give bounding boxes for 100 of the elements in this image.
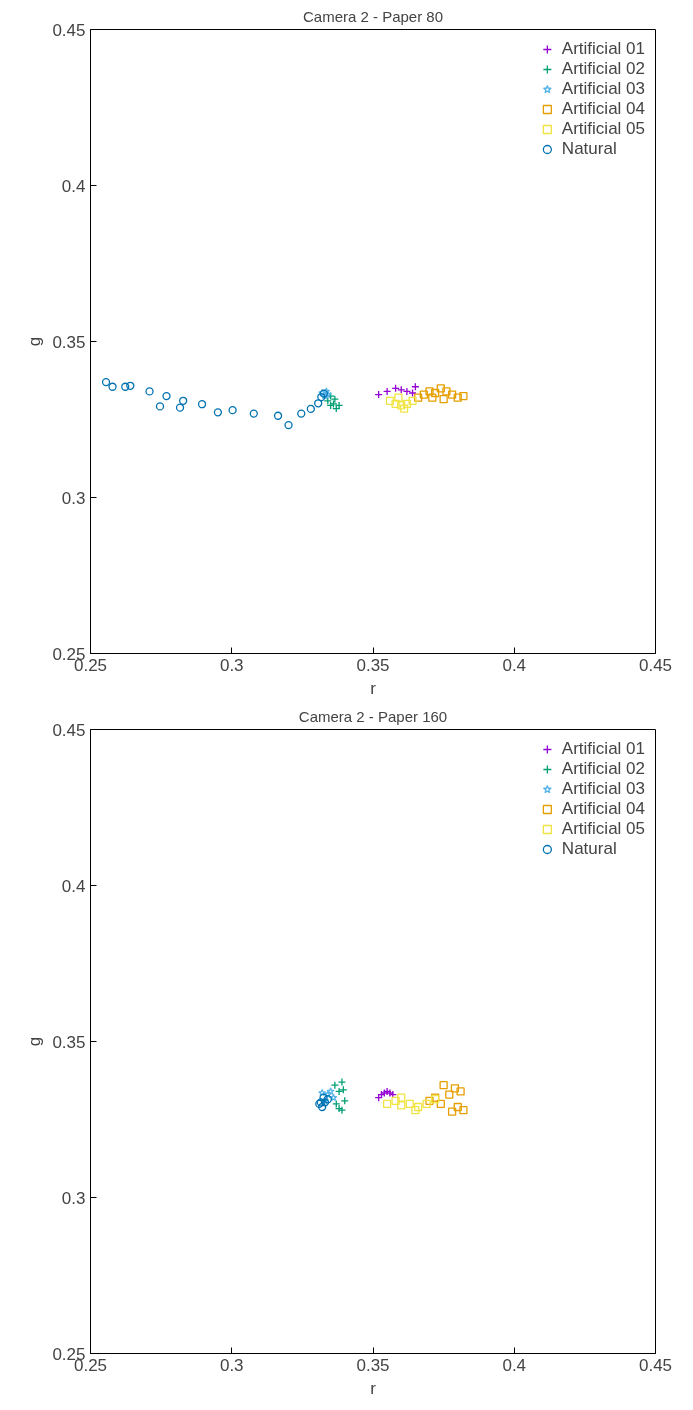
point [436, 1099, 445, 1109]
x-tick-label: 0.3 [219, 655, 244, 675]
point [197, 400, 207, 409]
legend-label: Artificial 05 [561, 119, 645, 139]
legend-label: Artificial 03 [561, 79, 645, 99]
point [414, 1102, 423, 1112]
point [428, 393, 437, 402]
point [145, 387, 154, 396]
point [397, 1101, 406, 1110]
point [411, 1105, 420, 1115]
point [101, 377, 111, 387]
point [405, 1099, 414, 1109]
point [337, 1077, 347, 1087]
point [419, 390, 428, 399]
point [447, 1107, 457, 1116]
point [317, 392, 326, 402]
point [382, 1099, 392, 1109]
legend-label: Natural [561, 839, 617, 859]
y-tick-label: 0.45 [52, 20, 86, 40]
y-tick-label: 0.4 [61, 176, 86, 196]
point [382, 387, 392, 396]
y-axis-title: g [25, 1036, 45, 1047]
point [213, 408, 223, 417]
point [326, 1087, 335, 1095]
point [330, 1081, 340, 1090]
point [445, 1090, 454, 1099]
point [425, 1096, 434, 1105]
point [450, 1084, 460, 1093]
point [179, 396, 188, 405]
point [442, 387, 451, 396]
y-axis-title: g [25, 336, 45, 347]
point [155, 402, 165, 411]
y-tick-label: 0.4 [61, 876, 86, 896]
point [402, 399, 412, 409]
point [121, 382, 130, 391]
point [397, 385, 406, 395]
point [439, 395, 448, 404]
x-tick-label: 0.35 [356, 1355, 390, 1375]
legend-label: Artificial 03 [561, 779, 645, 799]
x-tick-label: 0.3 [219, 1355, 244, 1375]
point [447, 390, 457, 399]
x-tick-label: 0.35 [356, 655, 390, 675]
legend-label: Artificial 02 [561, 759, 645, 779]
point [126, 381, 135, 390]
legend-label: Artificial 02 [561, 59, 645, 79]
x-tick-label: 0.4 [502, 655, 527, 675]
y-tick-label: 0.35 [52, 332, 86, 352]
y-tick-label: 0.3 [61, 488, 86, 508]
y-tick-label: 0.45 [52, 720, 86, 740]
point [273, 411, 283, 420]
point [425, 387, 434, 396]
point [329, 1093, 338, 1102]
legend-label: Artificial 01 [561, 739, 645, 759]
point [408, 396, 417, 405]
x-tick-label: 0.4 [502, 1355, 527, 1375]
point [284, 420, 293, 430]
point [334, 1087, 344, 1096]
point [318, 1102, 327, 1112]
legend-label: Artificial 04 [561, 99, 645, 119]
point [318, 1088, 327, 1097]
y-tick-label: 0.3 [61, 1188, 86, 1208]
legend-label: Artificial 01 [561, 39, 645, 59]
point [306, 404, 315, 414]
point [297, 409, 306, 418]
legend-label: Artificial 04 [561, 799, 645, 819]
point [422, 1099, 431, 1109]
x-tick-label: 0.45 [638, 655, 673, 675]
x-axis-title: r [370, 678, 377, 698]
point [385, 396, 395, 405]
point [439, 1081, 448, 1090]
x-tick-label: 0.45 [638, 1355, 673, 1375]
point [391, 399, 400, 409]
point [399, 404, 409, 413]
point [175, 403, 185, 412]
point [397, 1093, 406, 1102]
point [456, 1087, 465, 1096]
x-axis-title: r [370, 1378, 377, 1398]
point [431, 388, 440, 398]
legend-label: Artificial 05 [561, 819, 645, 839]
point [332, 1099, 341, 1109]
point [459, 391, 468, 401]
point [249, 409, 258, 418]
y-tick-label: 0.35 [52, 1032, 86, 1052]
point [391, 1096, 400, 1105]
chart-title: Camera 2 - Paper 80 [302, 7, 444, 25]
point [397, 401, 406, 410]
point [162, 391, 171, 401]
chart-title: Camera 2 - Paper 160 [298, 707, 448, 725]
point [228, 406, 237, 415]
point [453, 1102, 462, 1112]
point [402, 387, 412, 396]
point [323, 1090, 332, 1099]
point [314, 399, 323, 408]
point [108, 382, 117, 391]
point [436, 384, 445, 393]
point [394, 393, 403, 402]
point [453, 393, 462, 402]
point [459, 1105, 468, 1115]
legend-label: Natural [561, 139, 617, 159]
point [414, 393, 423, 402]
